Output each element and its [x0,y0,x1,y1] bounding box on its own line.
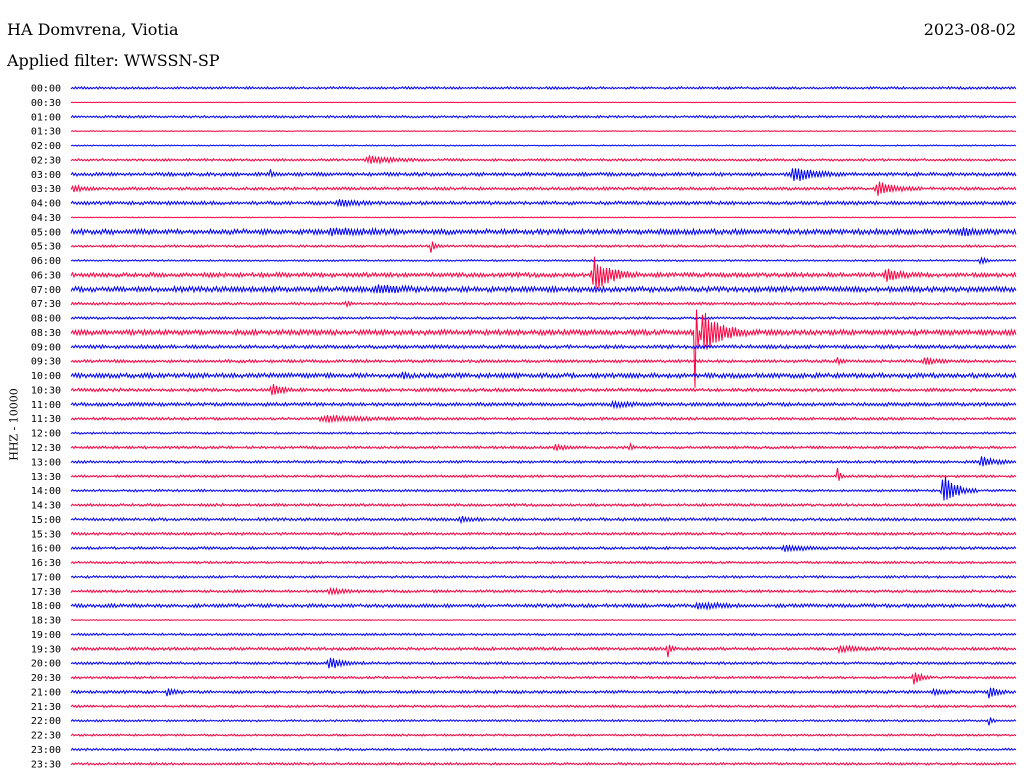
trace-0700 [71,284,1016,293]
time-label: 06:30 [31,270,61,281]
trace-0800 [71,317,1016,319]
trace-1800 [71,603,1016,610]
time-label: 19:30 [31,644,61,655]
trace-0200 [71,145,1016,146]
time-label: 15:00 [31,515,61,526]
trace-1130 [71,415,1016,423]
trace-0730 [71,302,1016,307]
time-label: 04:30 [31,213,61,224]
trace-0130 [71,131,1016,132]
time-label: 01:00 [31,112,61,123]
time-label: 07:00 [31,285,61,296]
trace-1630 [71,561,1016,563]
trace-0500 [71,228,1016,237]
trace-1930 [71,645,1016,657]
time-label: 11:30 [31,414,61,425]
seismic-traces [71,87,1016,765]
time-label: 13:00 [31,457,61,468]
trace-1600 [71,545,1016,552]
trace-1730 [71,589,1016,594]
time-label: 12:00 [31,429,61,440]
trace-2000 [71,658,1016,669]
time-label: 08:30 [31,328,61,339]
trace-1430 [71,504,1016,507]
time-label: 16:30 [31,558,61,569]
trace-2300 [71,748,1016,750]
time-label: 21:30 [31,702,61,713]
trace-0030 [71,102,1016,103]
trace-1300 [71,456,1016,466]
trace-1000 [71,372,1016,379]
time-label: 22:30 [31,731,61,742]
time-label: 07:30 [31,299,61,310]
time-label: 14:00 [31,486,61,497]
time-label: 00:00 [31,84,61,95]
time-label: 20:00 [31,659,61,670]
time-label: 19:00 [31,630,61,641]
trace-1830 [71,620,1016,621]
time-label: 23:30 [31,759,61,770]
trace-0430 [71,217,1016,218]
time-label: 11:00 [31,400,61,411]
trace-1700 [71,576,1016,578]
time-tick-labels: 00:00 00:30 01:00 01:30 02:00 02:30 03:00 03:30… [31,84,61,771]
time-label: 18:30 [31,616,61,627]
time-label: 00:30 [31,98,61,109]
time-label: 18:00 [31,601,61,612]
time-label: 06:00 [31,256,61,267]
trace-0100 [71,116,1016,118]
time-label: 03:00 [31,170,61,181]
trace-0300 [71,168,1016,181]
trace-0230 [71,155,1016,163]
time-label: 05:00 [31,227,61,238]
time-label: 10:00 [31,371,61,382]
trace-2030 [71,673,1016,685]
trace-0930 [71,357,1016,364]
time-label: 16:00 [31,544,61,555]
time-label: 14:30 [31,501,61,512]
trace-1100 [71,402,1016,408]
trace-0400 [71,199,1016,206]
trace-1500 [71,516,1016,522]
trace-1330 [71,468,1016,481]
time-label: 09:30 [31,357,61,368]
trace-2200 [71,718,1016,726]
time-label: 22:00 [31,716,61,727]
time-label: 13:30 [31,472,61,483]
trace-1230 [71,444,1016,451]
time-label: 03:30 [31,184,61,195]
trace-0330 [71,182,1016,196]
time-label: 05:30 [31,242,61,253]
trace-2230 [71,734,1016,736]
trace-2130 [71,705,1016,707]
trace-1200 [71,432,1016,434]
time-label: 02:30 [31,155,61,166]
time-label: 02:00 [31,141,61,152]
time-label: 08:00 [31,314,61,325]
time-label: 01:30 [31,127,61,138]
time-label: 17:30 [31,587,61,598]
time-label: 04:00 [31,199,61,210]
trace-2330 [71,763,1016,765]
trace-0600 [71,258,1016,263]
time-label: 21:00 [31,687,61,698]
time-label: 23:00 [31,745,61,756]
time-label: 15:30 [31,529,61,540]
time-label: 17:00 [31,572,61,583]
trace-1030 [71,384,1016,395]
trace-0530 [71,242,1016,253]
trace-0000 [71,87,1016,89]
trace-2100 [71,688,1016,699]
time-label: 10:30 [31,385,61,396]
trace-0630 [71,257,1016,289]
trace-1530 [71,532,1016,535]
trace-1900 [71,633,1016,635]
trace-0900 [71,345,1016,349]
time-label: 20:30 [31,673,61,684]
time-label: 09:00 [31,342,61,353]
time-label: 12:30 [31,443,61,454]
trace-1400 [71,477,1016,501]
